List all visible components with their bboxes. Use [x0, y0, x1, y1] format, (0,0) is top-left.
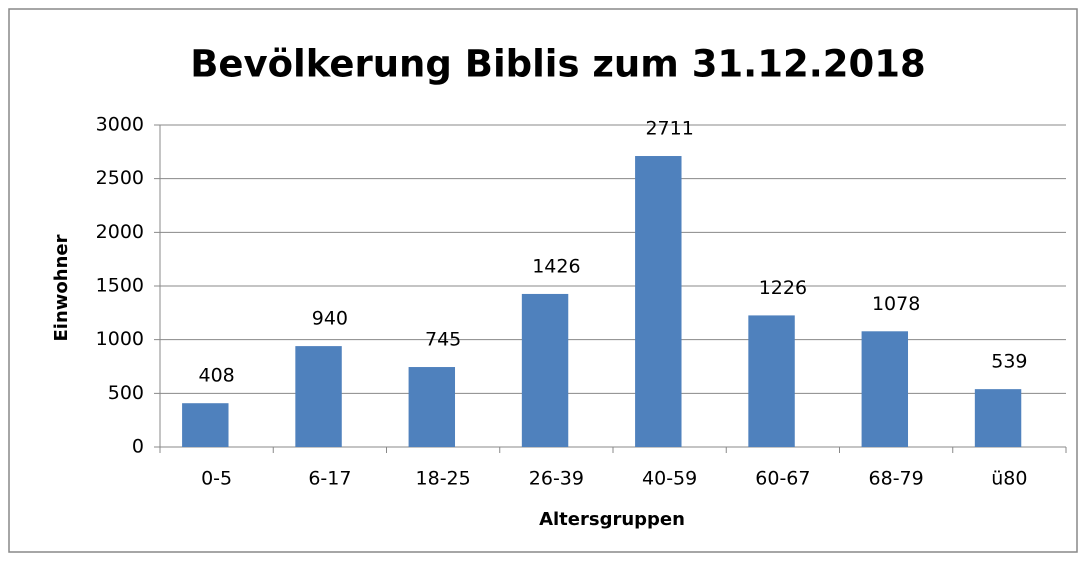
y-tick-label: 2000	[96, 221, 144, 243]
bar	[861, 331, 909, 447]
x-axis-label: Altersgruppen	[539, 509, 685, 530]
data-label: 539	[991, 351, 1027, 373]
y-tick-label: 1500	[96, 275, 144, 297]
data-label: 408	[198, 365, 234, 387]
y-tick-label: 500	[108, 382, 144, 404]
bar	[635, 156, 682, 447]
x-tick-label: 68-79	[869, 468, 924, 490]
data-label: 745	[425, 329, 461, 351]
bar	[182, 403, 229, 447]
x-tick-label: 18-25	[416, 468, 471, 490]
y-tick-label: 0	[132, 436, 144, 458]
x-tick-label: 6-17	[308, 468, 351, 490]
x-tick-label: 40-59	[642, 468, 697, 490]
y-tick-label: 1000	[96, 328, 144, 350]
x-tick-label: 60-67	[755, 468, 810, 490]
bar	[521, 293, 569, 447]
bar	[748, 315, 795, 447]
y-tick-label: 3000	[96, 114, 144, 136]
x-tick-label: ü80	[991, 468, 1027, 490]
chart-title: Bevölkerung Biblis zum 31.12.2018	[190, 43, 926, 86]
data-label: 1226	[759, 277, 807, 299]
bar	[295, 346, 342, 447]
x-tick-label: 0-5	[201, 468, 232, 490]
data-label: 2711	[645, 118, 693, 140]
x-tick-label: 26-39	[529, 468, 584, 490]
data-label: 1078	[872, 293, 920, 315]
data-label: 1426	[532, 255, 580, 277]
bar	[974, 389, 1022, 447]
chart-frame	[8, 8, 1078, 553]
bar	[408, 367, 456, 447]
y-axis-label: Einwohner	[51, 234, 72, 341]
y-tick-label: 2500	[96, 167, 144, 189]
data-label: 940	[312, 308, 348, 330]
